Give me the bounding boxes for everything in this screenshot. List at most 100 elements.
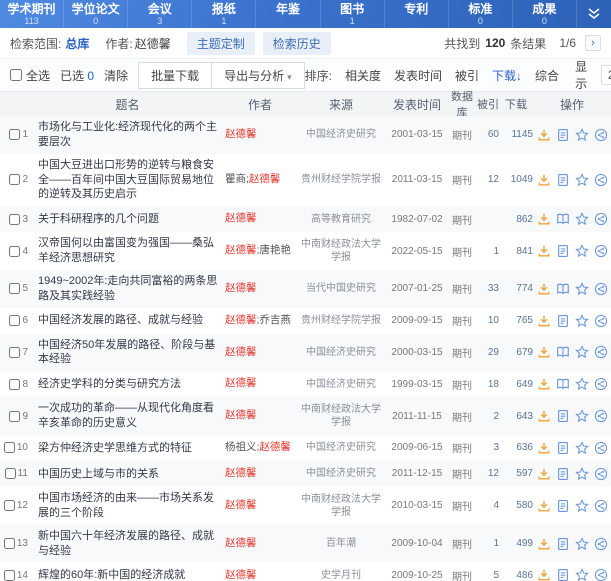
article-title-link[interactable]: 市场化与工业化:经济现代化的两个主要层次 — [38, 121, 218, 148]
topic-customize-button[interactable]: 主题定制 — [186, 31, 255, 55]
favorite-icon[interactable] — [574, 212, 589, 226]
author-link[interactable]: 赵德馨 — [225, 345, 257, 358]
download-icon[interactable] — [537, 499, 551, 513]
article-title-link[interactable]: 中国大豆进出口形势的逆转与粮食安全——百年间中国大豆国际贸易地位的逆转及其历史启… — [38, 158, 214, 201]
author-link[interactable]: 杨祖义; — [225, 441, 260, 454]
article-title-link[interactable]: 中国市场经济的由来——市场关系发展的三个阶段 — [38, 491, 214, 519]
article-title-link[interactable]: 辉煌的60年:新中国的经济成就 — [38, 568, 186, 581]
sort-option[interactable]: 下载↓ — [492, 68, 523, 83]
db-tab-成果[interactable]: 成果 0 — [513, 0, 577, 28]
download-icon[interactable] — [537, 409, 551, 423]
clear-selection-button[interactable]: 清除 — [104, 68, 129, 83]
article-title-link[interactable]: 一次成功的革命——从现代化角度看辛亥革命的历史意义 — [38, 402, 214, 430]
db-tab-报纸[interactable]: 报纸 1 — [192, 0, 257, 28]
author-link[interactable]: 赵德馨 — [225, 377, 257, 390]
row-checkbox[interactable] — [9, 174, 21, 186]
share-icon[interactable] — [594, 499, 608, 513]
article-title-link[interactable]: 中国历史上域与市的关系 — [38, 467, 159, 480]
row-checkbox[interactable] — [9, 245, 21, 257]
html-read-icon[interactable] — [556, 244, 570, 258]
next-page-button[interactable]: › — [585, 35, 601, 51]
source-link[interactable]: 当代中国史研究 — [306, 283, 376, 295]
share-icon[interactable] — [594, 345, 608, 359]
row-checkbox[interactable] — [9, 315, 21, 327]
html-read-icon[interactable] — [556, 568, 570, 581]
download-icon[interactable] — [537, 212, 551, 226]
download-icon[interactable] — [537, 244, 551, 258]
favorite-icon[interactable] — [574, 173, 589, 187]
select-all-checkbox[interactable] — [10, 69, 22, 81]
source-link[interactable]: 中国经济史研究 — [306, 129, 376, 141]
source-link[interactable]: 中国经济史研究 — [306, 468, 376, 480]
author-link[interactable]: ;乔吉燕 — [256, 313, 291, 326]
page-size-select[interactable]: 20▾ — [600, 65, 611, 85]
book-read-icon[interactable] — [556, 282, 570, 296]
share-icon[interactable] — [594, 128, 608, 142]
db-tab-专利[interactable]: 专利 — [385, 0, 449, 28]
favorite-icon[interactable] — [574, 313, 589, 328]
source-link[interactable]: 中南财经政法大学学报 — [301, 239, 381, 264]
author-link[interactable]: 赵德馨 — [225, 536, 257, 549]
favorite-icon[interactable] — [574, 409, 589, 423]
db-tab-图书[interactable]: 图书 1 — [321, 0, 385, 28]
db-tab-标准[interactable]: 标准 0 — [449, 0, 513, 28]
collapse-tabs-button[interactable] — [577, 0, 611, 28]
row-checkbox[interactable] — [3, 569, 15, 581]
cited-count[interactable]: 2 — [493, 410, 499, 422]
article-title-link[interactable]: 中国经济发展的路径、成就与经验 — [38, 314, 203, 327]
row-checkbox[interactable] — [3, 500, 15, 512]
book-read-icon[interactable] — [556, 345, 570, 359]
book-read-icon[interactable] — [556, 212, 570, 226]
download-icon[interactable] — [537, 314, 551, 328]
cited-count[interactable]: 18 — [487, 378, 499, 390]
favorite-icon[interactable] — [574, 467, 589, 481]
download-icon[interactable] — [537, 441, 551, 455]
sort-option[interactable]: 发表时间 — [394, 68, 443, 83]
export-analyze-button[interactable]: 导出与分析 ▾ — [212, 61, 305, 89]
row-checkbox[interactable] — [9, 410, 21, 422]
source-link[interactable]: 百年潮 — [326, 538, 356, 549]
source-link[interactable]: 中国经济史研究 — [306, 442, 376, 454]
download-icon[interactable] — [537, 345, 551, 359]
cited-count[interactable]: 10 — [487, 315, 499, 327]
source-link[interactable]: 史学月刊 — [321, 569, 361, 581]
author-link[interactable]: 赵德馨 — [259, 441, 291, 454]
download-icon[interactable] — [537, 537, 551, 551]
author-link[interactable]: 赵德馨 — [225, 128, 257, 141]
download-icon[interactable] — [537, 568, 551, 581]
favorite-icon[interactable] — [574, 345, 589, 359]
sort-option[interactable]: 被引 — [455, 68, 480, 83]
share-icon[interactable] — [594, 568, 608, 581]
download-icon[interactable] — [537, 128, 551, 142]
share-icon[interactable] — [594, 377, 608, 391]
batch-download-button[interactable]: 批量下载 — [138, 61, 213, 89]
row-checkbox[interactable] — [9, 378, 21, 390]
author-link[interactable]: 赵德馨 — [225, 313, 257, 326]
row-checkbox[interactable] — [9, 129, 21, 141]
article-title-link[interactable]: 中国经济50年发展的路径、阶段与基本经验 — [38, 338, 216, 366]
cited-count[interactable]: 29 — [487, 346, 499, 358]
author-link[interactable]: 赵德馨 — [248, 173, 281, 186]
share-icon[interactable] — [594, 409, 608, 423]
source-link[interactable]: 中国经济史研究 — [306, 346, 376, 358]
html-read-icon[interactable] — [556, 314, 570, 328]
cited-count[interactable]: 3 — [493, 442, 499, 454]
book-read-icon[interactable] — [556, 377, 570, 391]
select-all-label[interactable]: 全选 — [26, 68, 51, 83]
author-link[interactable]: 赵德馨 — [225, 467, 257, 480]
html-read-icon[interactable] — [556, 467, 570, 481]
source-link[interactable]: 中南财经政法大学学报 — [301, 493, 381, 518]
article-title-link[interactable]: 新中国六十年经济发展的路径、成就与经验 — [38, 529, 214, 557]
scope-value[interactable]: 总库 — [65, 36, 90, 51]
html-read-icon[interactable] — [556, 537, 570, 551]
favorite-icon[interactable] — [574, 127, 589, 142]
author-link[interactable]: 瞿商; — [225, 173, 249, 186]
favorite-icon[interactable] — [574, 536, 589, 551]
cited-count[interactable]: 1 — [493, 245, 499, 257]
html-read-icon[interactable] — [556, 128, 570, 142]
source-link[interactable]: 高等教育研究 — [311, 213, 371, 225]
sort-option[interactable]: 综合 — [535, 68, 560, 83]
favorite-icon[interactable] — [574, 244, 589, 258]
author-link[interactable]: 赵德馨 — [225, 498, 257, 511]
row-checkbox[interactable] — [9, 213, 21, 225]
